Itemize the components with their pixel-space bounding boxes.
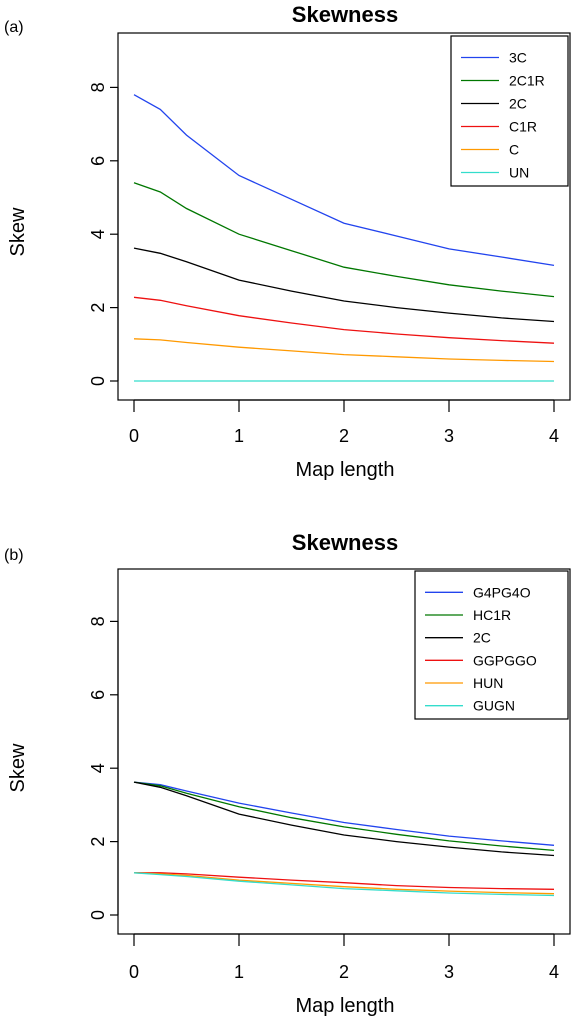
legend-entry: 2C xyxy=(509,96,527,112)
series-line-g4pg4o xyxy=(133,781,555,846)
series-line-3c xyxy=(133,94,555,267)
x-tick-label: 3 xyxy=(444,426,454,446)
series-line-gugn xyxy=(133,872,555,897)
x-tick-label: 0 xyxy=(129,962,139,982)
legend-entry: GUGN xyxy=(473,698,515,714)
y-tick-label: 4 xyxy=(88,763,108,773)
x-tick-label: 1 xyxy=(234,426,244,446)
series-line-c xyxy=(133,338,555,363)
y-tick-label: 4 xyxy=(88,229,108,239)
x-tick-label: 0 xyxy=(129,426,139,446)
legend-box xyxy=(414,570,569,720)
chart-title: Skewness xyxy=(292,2,398,27)
legend-entry: G4PG4O xyxy=(473,584,531,600)
legend-entry: HC1R xyxy=(473,607,511,623)
y-tick-label: 2 xyxy=(88,303,108,313)
x-tick-label: 4 xyxy=(549,962,559,982)
legend-entry: GGPGGO xyxy=(473,652,537,668)
x-tick-label: 3 xyxy=(444,962,454,982)
legend-entry: UN xyxy=(509,165,529,181)
y-tick-label: 8 xyxy=(88,616,108,626)
legend-entry: HUN xyxy=(473,675,503,691)
x-tick-label: 2 xyxy=(339,426,349,446)
y-tick-label: 6 xyxy=(88,690,108,700)
series-line-2c xyxy=(133,247,555,323)
y-tick-label: 6 xyxy=(88,156,108,166)
y-tick-label: 0 xyxy=(88,376,108,386)
series-line-hc1r xyxy=(133,781,555,852)
x-axis-label: Map length xyxy=(296,459,395,481)
y-tick-label: 2 xyxy=(88,837,108,847)
series-line-ggpggo xyxy=(134,872,555,890)
x-axis-label: Map length xyxy=(296,995,395,1017)
y-tick-label: 8 xyxy=(88,82,108,92)
legend-entry: 3C xyxy=(509,50,527,66)
series-line-hun xyxy=(133,872,555,895)
chart-title: Skewness xyxy=(292,530,398,555)
series-line-2c1r xyxy=(133,182,555,298)
x-tick-label: 1 xyxy=(234,962,244,982)
y-axis-label: Skew xyxy=(7,207,29,256)
y-axis-label: Skew xyxy=(7,743,29,792)
legend-entry: C1R xyxy=(509,119,537,135)
series-line-2c xyxy=(133,781,555,857)
legend-entry: 2C xyxy=(473,630,491,646)
panel-label: (b) xyxy=(4,547,24,564)
chart-panel-b: (b) Skewness Map length Skew 0 1 2 3 4 0 2 4 6 8 G… xyxy=(4,530,571,1017)
legend-entry: C xyxy=(509,142,519,158)
legend-box xyxy=(450,35,569,187)
legend-entry: 2C1R xyxy=(509,73,545,89)
chart-panel-a: (a) Skewness Map length Skew 0 1 2 3 4 0 2 4 6 8 3… xyxy=(4,2,571,481)
x-tick-label: 4 xyxy=(549,426,559,446)
x-tick-label: 2 xyxy=(339,962,349,982)
y-tick-label: 0 xyxy=(88,910,108,920)
series-line-c1r xyxy=(133,296,555,344)
panel-label: (a) xyxy=(4,19,24,36)
